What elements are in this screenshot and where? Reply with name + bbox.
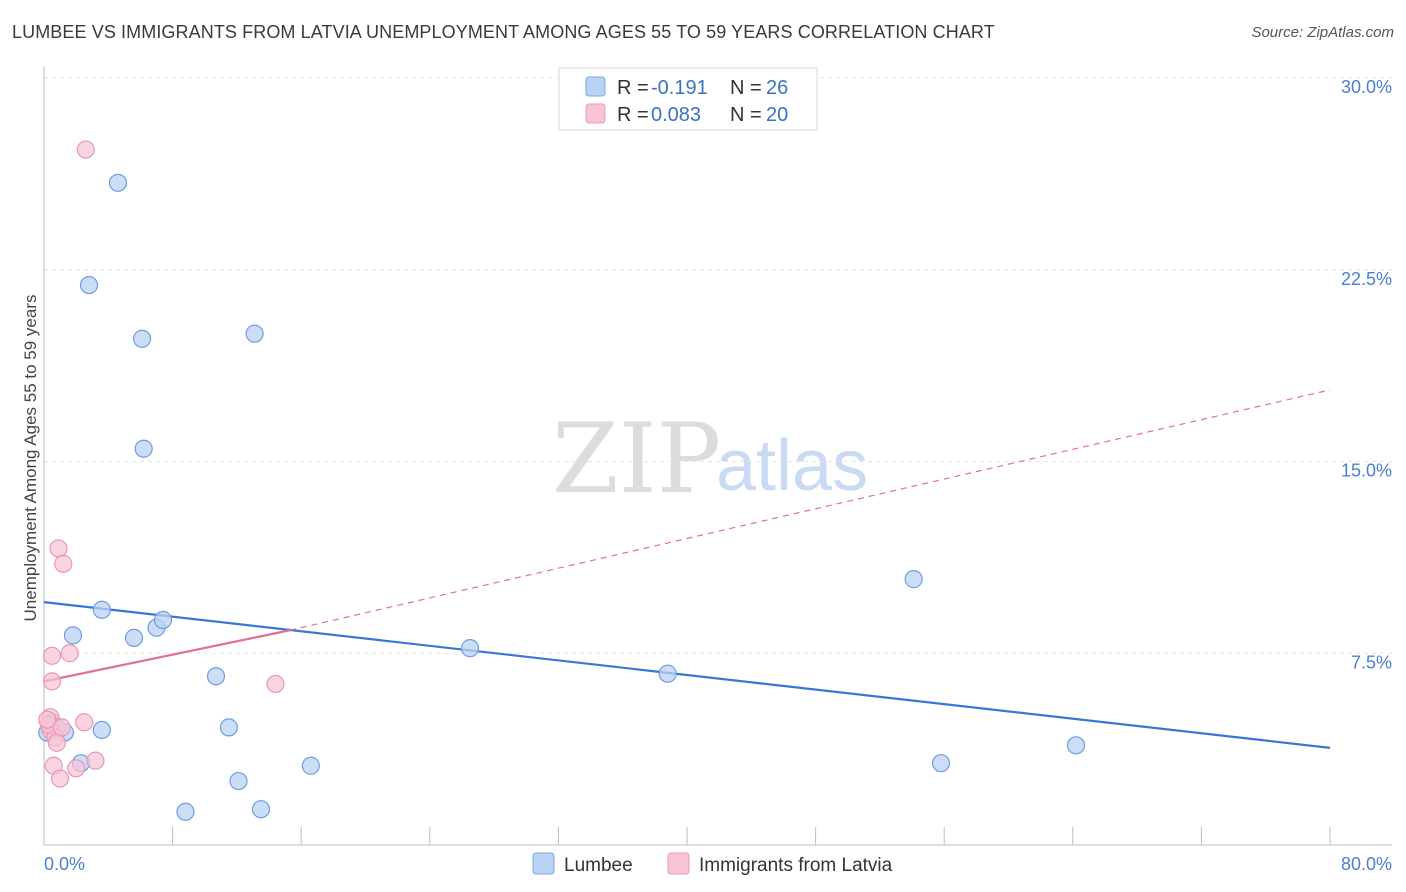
legend-lumbee-label: Lumbee <box>564 855 633 876</box>
gridlines <box>44 77 1392 654</box>
latvia-point <box>38 710 57 729</box>
y-tick-label: 15.0% <box>1341 461 1392 481</box>
latvia-point <box>67 759 86 778</box>
lumbee-point <box>63 626 83 645</box>
lumbee-point <box>79 275 99 295</box>
latvia-point <box>50 769 70 788</box>
latvia-point <box>86 751 105 770</box>
latvia-point <box>49 539 68 558</box>
lumbee-point <box>176 802 195 821</box>
data-points <box>38 140 1086 821</box>
lumbee-point <box>251 800 271 819</box>
latvia-point <box>47 733 66 752</box>
latvia-point <box>42 672 62 691</box>
y-tick-label: 7.5% <box>1351 652 1392 672</box>
trendlines <box>43 389 1331 749</box>
lumbee-point <box>301 756 320 775</box>
stats-legend: R = -0.191 N = 26 R = 0.083 N = 20 <box>558 67 818 131</box>
watermark-atlas: atlas <box>716 426 868 506</box>
legend-n-label-1: N = <box>730 77 762 99</box>
lumbee-point <box>904 570 923 589</box>
lumbee-point <box>92 720 111 740</box>
latvia-trendline <box>43 629 291 683</box>
lumbee-point <box>108 173 128 192</box>
lumbee-point <box>134 439 153 458</box>
x-tick-label-min: 0.0% <box>44 854 85 874</box>
legend-r-label-1: R = <box>617 77 649 99</box>
series-legend: Lumbee Immigrants from Latvia <box>532 852 893 876</box>
lumbee-swatch <box>585 76 606 97</box>
legend-latvia-label: Immigrants from Latvia <box>699 855 893 876</box>
latvia-swatch <box>585 103 606 124</box>
y-tick-label: 30.0% <box>1341 77 1392 97</box>
legend-lumbee-swatch <box>532 852 555 875</box>
lumbee-point <box>245 324 264 343</box>
latvia-point <box>52 718 71 737</box>
legend-n-value-2: 20 <box>766 104 788 126</box>
latvia-point <box>42 646 62 665</box>
x-tick-label-max: 80.0% <box>1341 854 1392 874</box>
legend-n-value-1: 26 <box>766 77 788 99</box>
lumbee-point <box>229 771 248 791</box>
legend-latvia-swatch <box>667 852 690 875</box>
lumbee-trendline <box>43 601 1331 749</box>
latvia-point <box>266 674 285 694</box>
latvia-point <box>75 713 94 732</box>
y-axis-label: Unemployment Among Ages 55 to 59 years <box>21 295 40 622</box>
y-tick-label: 22.5% <box>1341 269 1392 289</box>
lumbee-point <box>206 667 226 686</box>
lumbee-point <box>460 639 480 658</box>
x-tick-labels: 0.0% 80.0% <box>44 854 1392 874</box>
latvia-trendline-projection <box>289 389 1331 631</box>
lumbee-point <box>124 628 144 648</box>
legend-n-label-2: N = <box>730 104 762 126</box>
lumbee-point <box>1066 736 1086 755</box>
lumbee-point <box>153 610 173 630</box>
lumbee-point <box>931 754 951 773</box>
legend-r-value-2: 0.083 <box>651 104 701 126</box>
source-label: Source: ZipAtlas.com <box>1251 24 1394 41</box>
y-tick-labels: 7.5% 15.0% 22.5% 30.0% <box>1341 77 1392 672</box>
latvia-point <box>76 140 95 159</box>
chart-title: LUMBEE VS IMMIGRANTS FROM LATVIA UNEMPLO… <box>12 22 995 42</box>
watermark-zip: ZIP <box>552 403 721 515</box>
lumbee-point <box>92 600 111 619</box>
lumbee-point <box>658 664 677 683</box>
lumbee-point <box>219 718 238 737</box>
legend-r-value-1: -0.191 <box>651 77 708 99</box>
legend-r-label-2: R = <box>617 104 649 126</box>
lumbee-point <box>132 329 152 348</box>
latvia-point <box>60 644 79 663</box>
latvia-point <box>54 554 73 573</box>
